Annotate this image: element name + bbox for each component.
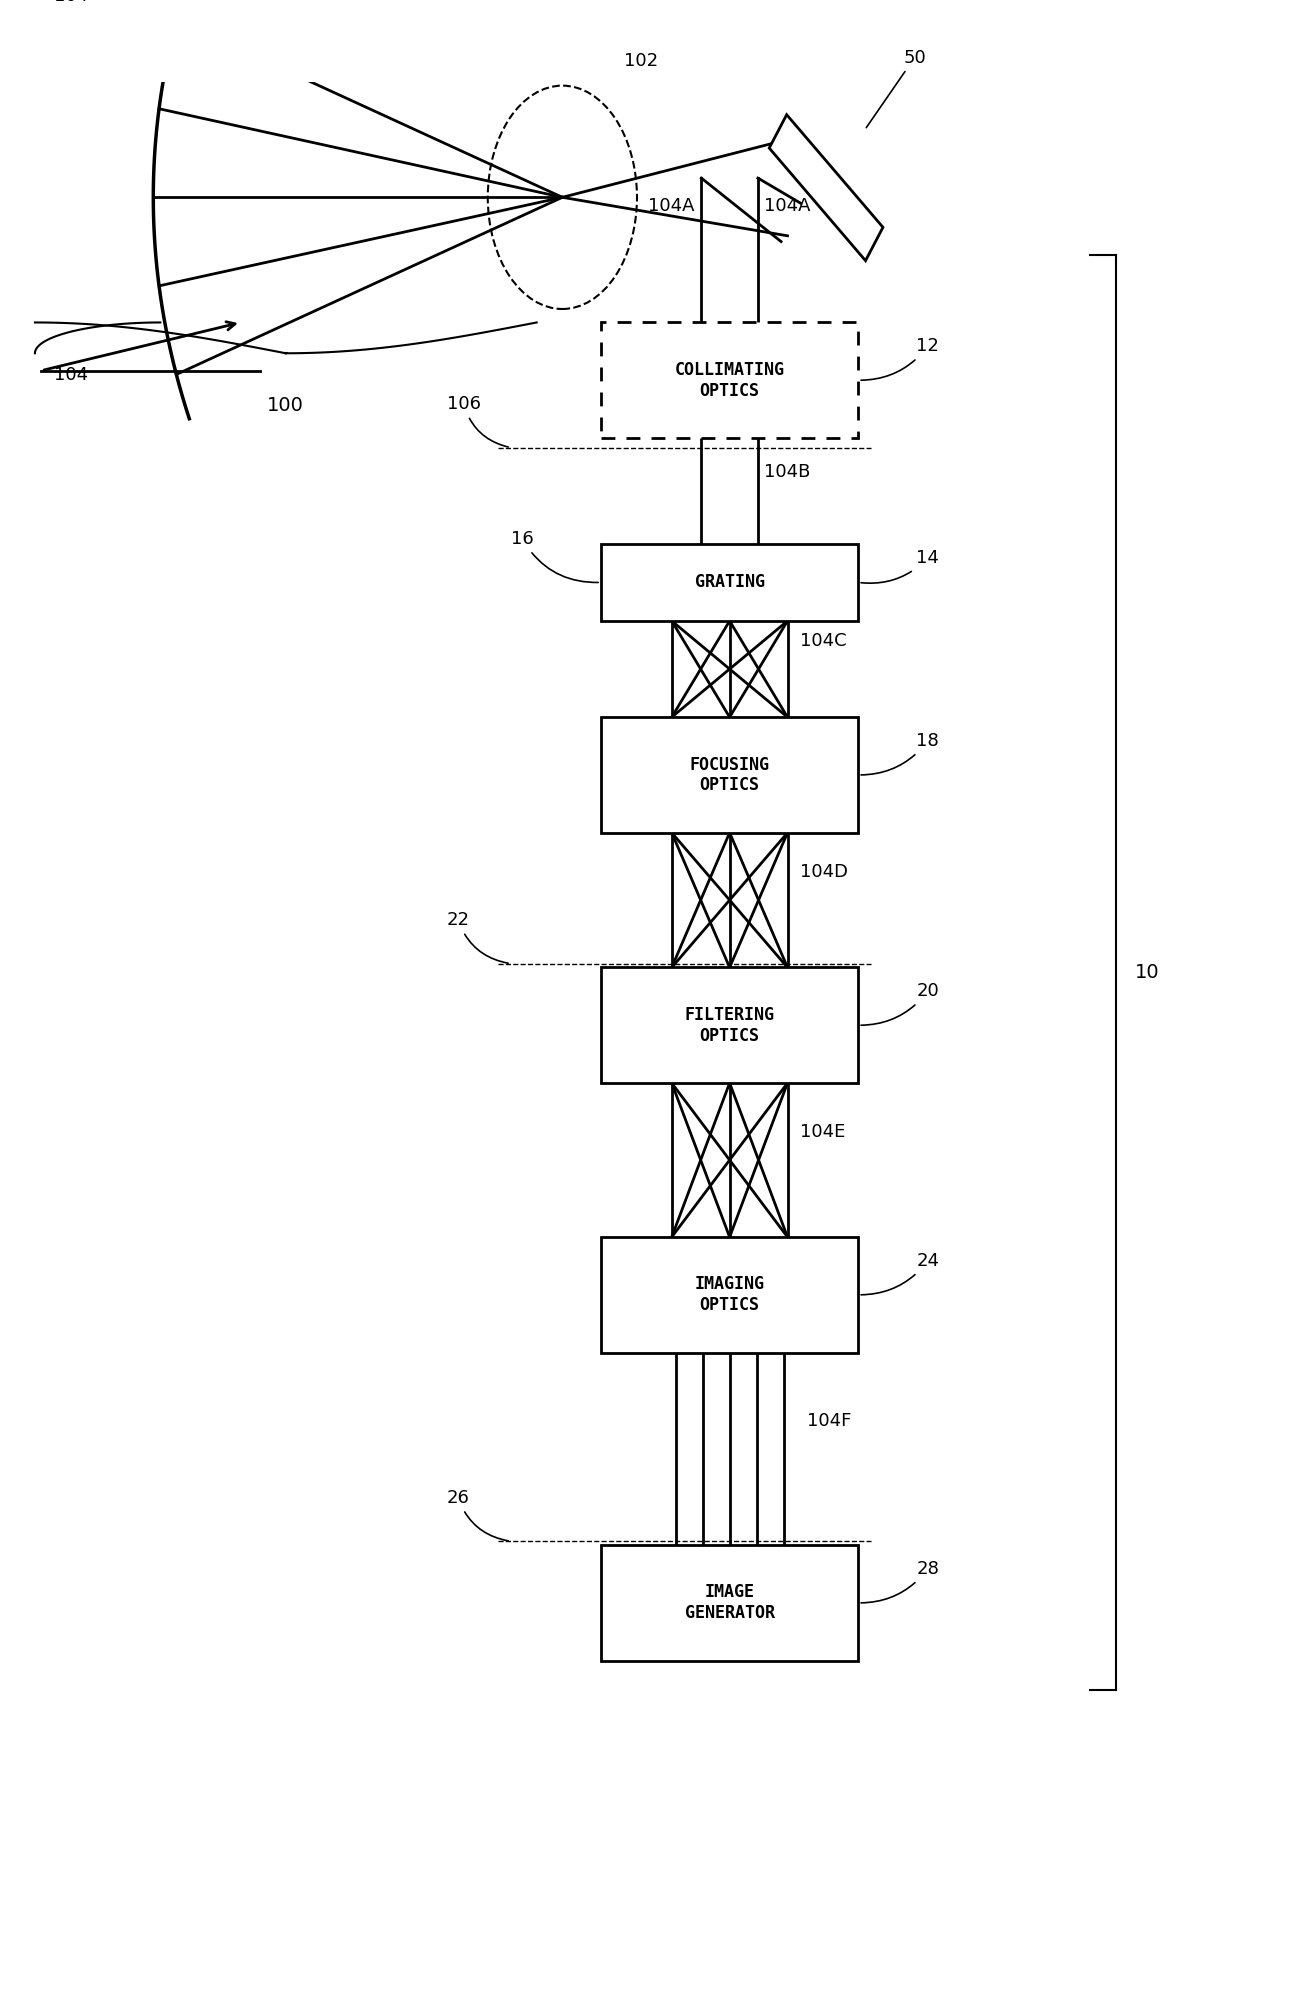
Bar	[601, 322, 858, 438]
Text: 20: 20	[860, 983, 939, 1025]
Bar	[601, 967, 858, 1083]
Text: 104F: 104F	[806, 1411, 851, 1429]
Text: FILTERING
OPTICS: FILTERING OPTICS	[685, 1005, 775, 1045]
Text: 10: 10	[1134, 963, 1159, 981]
Text: COLLIMATING
OPTICS: COLLIMATING OPTICS	[674, 362, 784, 400]
Bar	[601, 1236, 858, 1353]
Polygon shape	[769, 115, 882, 261]
Text: FOCUSING
OPTICS: FOCUSING OPTICS	[690, 756, 770, 794]
Text: 104B: 104B	[765, 464, 810, 480]
Text: 28: 28	[860, 1560, 939, 1602]
Bar	[601, 545, 858, 621]
Text: 104A: 104A	[649, 197, 695, 215]
Text: 24: 24	[860, 1252, 939, 1294]
Text: 104: 104	[54, 366, 88, 384]
Text: IMAGING
OPTICS: IMAGING OPTICS	[695, 1276, 765, 1315]
Text: 50: 50	[866, 48, 926, 127]
Text: 104: 104	[54, 0, 88, 4]
Text: 106: 106	[447, 396, 508, 446]
Text: 18: 18	[860, 732, 939, 776]
Text: IMAGE
GENERATOR: IMAGE GENERATOR	[685, 1584, 775, 1622]
Bar	[601, 1546, 858, 1660]
Text: 12: 12	[860, 338, 939, 380]
Text: 104A: 104A	[765, 197, 811, 215]
Text: 104D: 104D	[800, 862, 849, 880]
Text: 22: 22	[447, 911, 508, 963]
Text: 100: 100	[267, 396, 304, 414]
Text: 26: 26	[447, 1489, 508, 1542]
Text: 104C: 104C	[800, 631, 848, 649]
Text: GRATING: GRATING	[695, 573, 765, 591]
Bar	[601, 718, 858, 832]
Text: 14: 14	[860, 549, 939, 583]
Text: 104E: 104E	[800, 1124, 846, 1142]
Text: 102: 102	[624, 52, 658, 70]
Text: 16: 16	[510, 531, 598, 583]
